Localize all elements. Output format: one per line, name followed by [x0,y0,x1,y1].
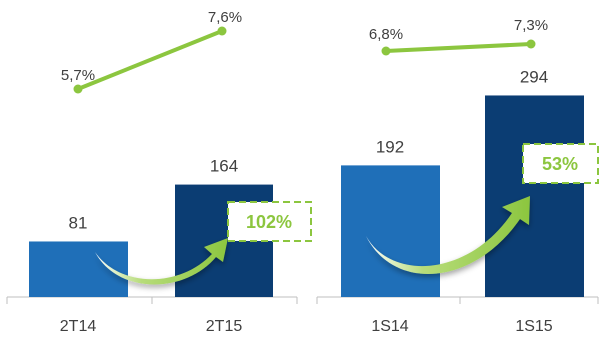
margin-label: 7,3% [514,17,548,34]
margin-point [381,46,391,56]
chart-panel-2: 192 294 1S14 1S15 6,8% 7,3% 53% [316,17,599,335]
growth-box [522,143,599,184]
category-label: 1S15 [515,318,552,335]
category-label: 2T14 [60,318,97,335]
category-label: 1S14 [371,318,408,335]
category-label: 2T15 [206,318,243,335]
margin-point [526,39,536,49]
growth-box [227,201,312,242]
margin-point [73,84,83,94]
margin-line [385,42,532,53]
bar-value-label: 164 [210,157,238,176]
margin-label: 7,6% [208,9,242,26]
growth-label: 102% [246,212,292,232]
margin-label: 5,7% [61,67,95,84]
chart-panel-1: 81 164 2T14 2T15 5,7% 7,6% 102% [6,9,312,335]
margin-point [217,26,227,36]
bar-value-label: 192 [376,137,404,156]
bar-value-label: 294 [520,67,548,86]
bar-1S14 [341,165,440,297]
bar-value-label: 81 [69,213,88,232]
growth-arrow [95,238,228,285]
bar-1S15 [485,95,584,297]
growth-arrow [366,196,530,275]
margin-label: 6,8% [369,26,403,43]
margin-line [77,29,223,91]
growth-label: 53% [542,154,578,174]
